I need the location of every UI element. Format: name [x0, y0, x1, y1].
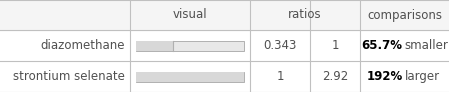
Text: 2.92: 2.92	[322, 70, 348, 83]
Text: 192%: 192%	[366, 70, 402, 83]
Bar	[136, 40, 173, 51]
Text: 1: 1	[331, 39, 339, 52]
Text: 1: 1	[276, 70, 284, 83]
Text: visual: visual	[173, 8, 207, 22]
Text: strontium selenate: strontium selenate	[13, 70, 125, 83]
Text: ratios: ratios	[288, 8, 322, 22]
Text: comparisons: comparisons	[367, 8, 442, 22]
Text: diazomethane: diazomethane	[40, 39, 125, 52]
Text: 65.7%: 65.7%	[361, 39, 402, 52]
Bar	[136, 71, 244, 82]
Text: smaller: smaller	[405, 39, 449, 52]
Bar	[0, 0, 449, 30]
Text: 0.343: 0.343	[263, 39, 297, 52]
Bar	[136, 71, 244, 82]
Bar	[136, 40, 244, 51]
Text: larger: larger	[405, 70, 440, 83]
